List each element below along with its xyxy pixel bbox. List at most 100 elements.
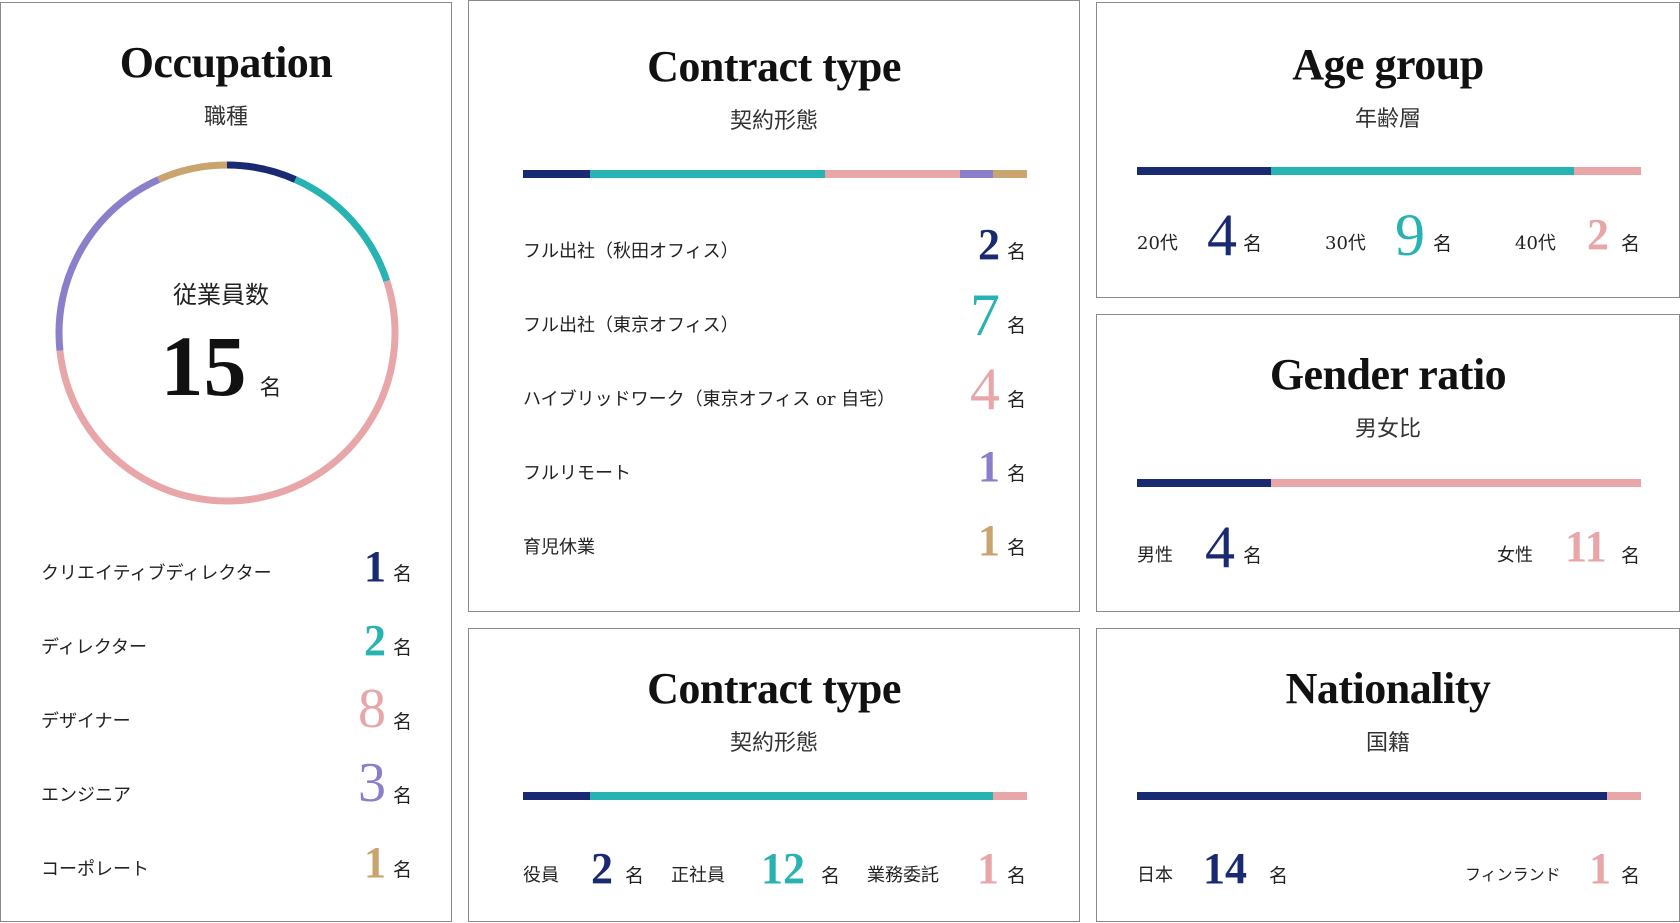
contract-employment-bar: [523, 792, 1027, 800]
donut-segment: [157, 161, 228, 183]
stat-label: 女性: [1497, 545, 1533, 566]
stat-count: 11: [1565, 522, 1607, 571]
donut-segment: [293, 176, 391, 283]
contract-work-card: Contract type 契約形態 フル出社（秋田オフィス） 2 名 フル出社…: [468, 0, 1080, 612]
bar-segment: [1137, 792, 1608, 800]
gender-title: Gender ratio: [1269, 350, 1507, 399]
stat-unit: 名: [1621, 865, 1641, 887]
contract-work-count: 2: [978, 220, 1000, 269]
employee-count-value: 15 名: [1, 323, 441, 409]
occupation-label: デザイナー: [41, 711, 131, 732]
gender-bar: [1137, 479, 1641, 487]
employee-count-label: 従業員数: [173, 281, 269, 309]
age-stats: 20代 4 名 30代 9 名 40代 2 名: [1097, 199, 1680, 269]
contract-work-subtitle: 契約形態: [729, 109, 818, 134]
contract-work-count: 1: [978, 442, 1000, 491]
gender-stats: 男性 4 名 女性 11 名: [1097, 511, 1680, 581]
contract-work-unit: 名: [1007, 241, 1027, 263]
occupation-label: クリエイティブディレクター: [41, 563, 272, 584]
stat-label: 正社員: [671, 865, 725, 886]
employee-total: 15: [160, 318, 247, 414]
bar-segment: [1137, 479, 1272, 487]
contract-employment-card: Contract type 契約形態 役員 2 名 正社員 12 名 業務委託 …: [468, 628, 1080, 922]
occupation-unit: 名: [393, 711, 413, 733]
occupation-title: Occupation: [119, 38, 333, 87]
contract-work-unit: 名: [1007, 315, 1027, 337]
stat-label: 40代: [1515, 233, 1556, 254]
stat-unit: 名: [1243, 545, 1263, 567]
stat-count: 2: [1587, 210, 1609, 259]
age-subtitle: 年齢層: [1354, 107, 1421, 132]
bar-segment: [590, 170, 826, 178]
contract-work-label: フルリモート: [523, 463, 631, 484]
stat-unit: 名: [1433, 233, 1453, 255]
stat-count: 14: [1203, 844, 1247, 893]
stat-count: 12: [761, 844, 805, 893]
stat-unit: 名: [821, 865, 841, 887]
contract-work-unit: 名: [1007, 463, 1027, 485]
stat-count: 2: [591, 844, 613, 893]
occupation-count: 8: [358, 678, 386, 740]
occupation-label: コーポレート: [41, 859, 149, 880]
age-card: Age group 年齢層 20代 4 名 30代 9 名 40代 2 名: [1096, 2, 1680, 298]
occupation-donut: [55, 161, 399, 505]
stat-unit: 名: [1621, 233, 1641, 255]
employee-total-unit: 名: [259, 376, 282, 401]
stat-count: 4: [1205, 514, 1235, 580]
contract-employment-title: Contract type: [647, 664, 901, 713]
bar-segment: [590, 792, 994, 800]
occupation-label: ディレクター: [41, 637, 148, 658]
nationality-bar: [1137, 792, 1641, 800]
bar-segment: [1137, 167, 1272, 175]
occupation-count: 1: [364, 542, 386, 591]
stat-unit: 名: [1243, 233, 1263, 255]
stat-count: 4: [1207, 202, 1237, 268]
bar-segment: [825, 170, 960, 178]
stat-label: 30代: [1325, 233, 1366, 254]
stat-count: 9: [1395, 202, 1425, 268]
occupation-unit: 名: [393, 637, 413, 659]
contract-work-count: 1: [978, 516, 1000, 565]
occupation-count: 2: [364, 616, 386, 665]
stat-unit: 名: [1621, 545, 1641, 567]
bar-segment: [1271, 167, 1574, 175]
bar-segment: [523, 170, 591, 178]
occupation-count: 3: [358, 752, 386, 814]
bar-segment: [1573, 167, 1641, 175]
contract-work-label: フル出社（東京オフィス）: [523, 315, 739, 336]
occupation-label: エンジニア: [41, 785, 131, 806]
contract-work-title: Contract type: [647, 42, 901, 91]
stat-label: 男性: [1137, 545, 1173, 566]
contract-work-count: 4: [970, 356, 1000, 422]
occupation-unit: 名: [393, 563, 413, 585]
nationality-card: Nationality 国籍 日本 14 名 フィンランド 1 名: [1096, 628, 1680, 922]
contract-work-label: 育児休業: [523, 537, 595, 558]
stat-label: 業務委託: [867, 865, 939, 886]
stat-count: 1: [977, 844, 999, 893]
contract-work-label: フル出社（秋田オフィス）: [523, 241, 739, 262]
age-title: Age group: [1292, 40, 1484, 89]
stat-label: 役員: [523, 865, 559, 886]
bar-segment: [523, 792, 591, 800]
contract-employment-stats: 役員 2 名 正社員 12 名 業務委託 1 名: [469, 839, 1081, 899]
donut-segment: [56, 280, 399, 505]
donut-segment: [55, 176, 161, 351]
bar-segment: [993, 792, 1027, 800]
occupation-list: クリエイティブディレクター 1 名 ディレクター 2 名 デザイナー 8 名 エ…: [1, 3, 453, 923]
contract-work-bar: [523, 170, 1027, 178]
stat-unit: 名: [1269, 865, 1289, 887]
contract-work-count: 7: [970, 282, 1000, 348]
donut-segment: [226, 161, 297, 183]
gender-card: Gender ratio 男女比 男性 4 名 女性 11 名: [1096, 314, 1680, 612]
gender-subtitle: 男女比: [1354, 417, 1421, 442]
stat-unit: 名: [1007, 865, 1027, 887]
bar-segment: [959, 170, 994, 178]
stat-label: 20代: [1137, 233, 1178, 254]
bar-segment: [1607, 792, 1641, 800]
contract-work-label: ハイブリッドワーク（東京オフィス or 自宅）: [523, 389, 896, 410]
nationality-title: Nationality: [1285, 664, 1491, 713]
occupation-card: Occupation 職種 従業員数 15 名 クリエイティブディレクター 1 …: [0, 2, 452, 922]
stat-unit: 名: [625, 865, 645, 887]
nationality-stats: 日本 14 名 フィンランド 1 名: [1097, 825, 1680, 895]
contract-work-unit: 名: [1007, 389, 1027, 411]
